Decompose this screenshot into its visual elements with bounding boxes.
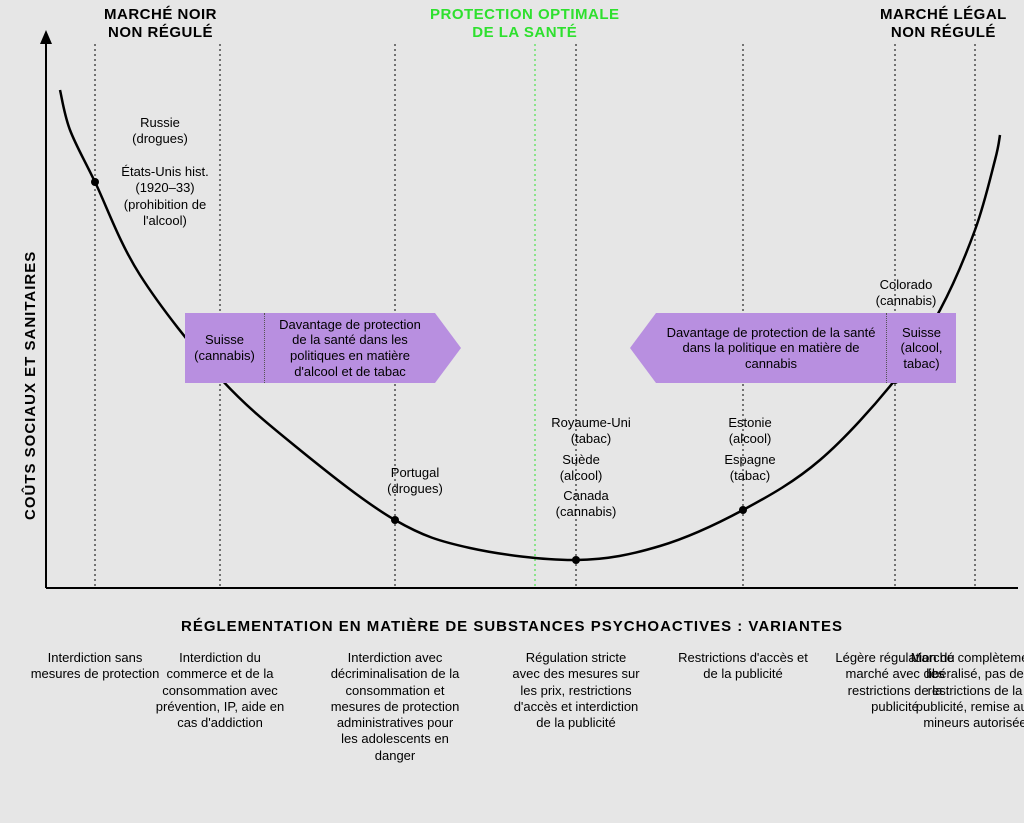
left-arrow-body: Suisse(cannabis) Davantage de protection…: [185, 313, 435, 383]
top-label-right: MARCHÉ LÉGAL NON RÉGULÉ: [880, 6, 1007, 42]
left-arrow-cell-text: Davantage de protection de la santé dans…: [265, 313, 435, 383]
right-arrow-cell-text: Davantage de protection de la santé dans…: [656, 313, 886, 383]
x-axis-label: RÉGLEMENTATION EN MATIÈRE DE SUBSTANCES …: [0, 618, 1024, 635]
curve-data-label: Suède(alcool): [536, 452, 626, 485]
top-label-center-line1: PROTECTION OPTIMALE: [430, 6, 620, 23]
x-tick-label: Interdiction du commerce et de la consom…: [155, 650, 285, 731]
curve-data-label: Russie(drogues): [100, 115, 220, 148]
curve-data-label: États-Unis hist.(1920–33)(prohibition de…: [100, 164, 230, 229]
curve-data-label: Estonie(alcool): [705, 415, 795, 448]
top-label-center-line2: DE LA SANTÉ: [472, 24, 577, 41]
curve-data-label: Colorado(cannabis): [856, 277, 956, 310]
right-arrow-body: Davantage de protection de la santé dans…: [656, 313, 956, 383]
curve-data-label: Espagne(tabac): [705, 452, 795, 485]
top-label-right-line1: MARCHÉ LÉGAL: [880, 6, 1007, 23]
x-tick-label: Restrictions d'accès et de la publicité: [678, 650, 808, 683]
x-tick-label: Interdiction sans mesures de protection: [30, 650, 160, 683]
top-label-left-line1: MARCHÉ NOIR: [104, 6, 217, 23]
diagram-root: MARCHÉ NOIR NON RÉGULÉ PROTECTION OPTIMA…: [0, 0, 1024, 823]
y-axis-label: COÛTS SOCIAUX ET SANITAIRES: [22, 251, 39, 520]
x-tick-label: Marché complètement libéralisé, pas de r…: [910, 650, 1024, 731]
right-arrow-head-icon: [630, 313, 656, 383]
right-arrow: Davantage de protection de la santé dans…: [630, 313, 956, 383]
curve-data-label: Royaume-Uni(tabac): [536, 415, 646, 448]
top-label-center: PROTECTION OPTIMALE DE LA SANTÉ: [430, 6, 620, 42]
x-tick-label: Interdiction avec décriminalisation de l…: [330, 650, 460, 764]
x-tick-label: Régulation stricte avec des mesures sur …: [511, 650, 641, 731]
left-arrow: Suisse(cannabis) Davantage de protection…: [185, 313, 435, 383]
left-arrow-cell-suisse: Suisse(cannabis): [185, 313, 265, 383]
right-arrow-cell-suisse: Suisse(alcool,tabac): [886, 313, 956, 383]
top-label-right-line2: NON RÉGULÉ: [891, 24, 996, 41]
curve-data-label: Portugal(drogues): [370, 465, 460, 498]
left-arrow-head-icon: [435, 313, 461, 383]
curve-data-label: Canada(cannabis): [536, 488, 636, 521]
top-label-left-line2: NON RÉGULÉ: [108, 24, 213, 41]
top-label-left: MARCHÉ NOIR NON RÉGULÉ: [104, 6, 217, 42]
